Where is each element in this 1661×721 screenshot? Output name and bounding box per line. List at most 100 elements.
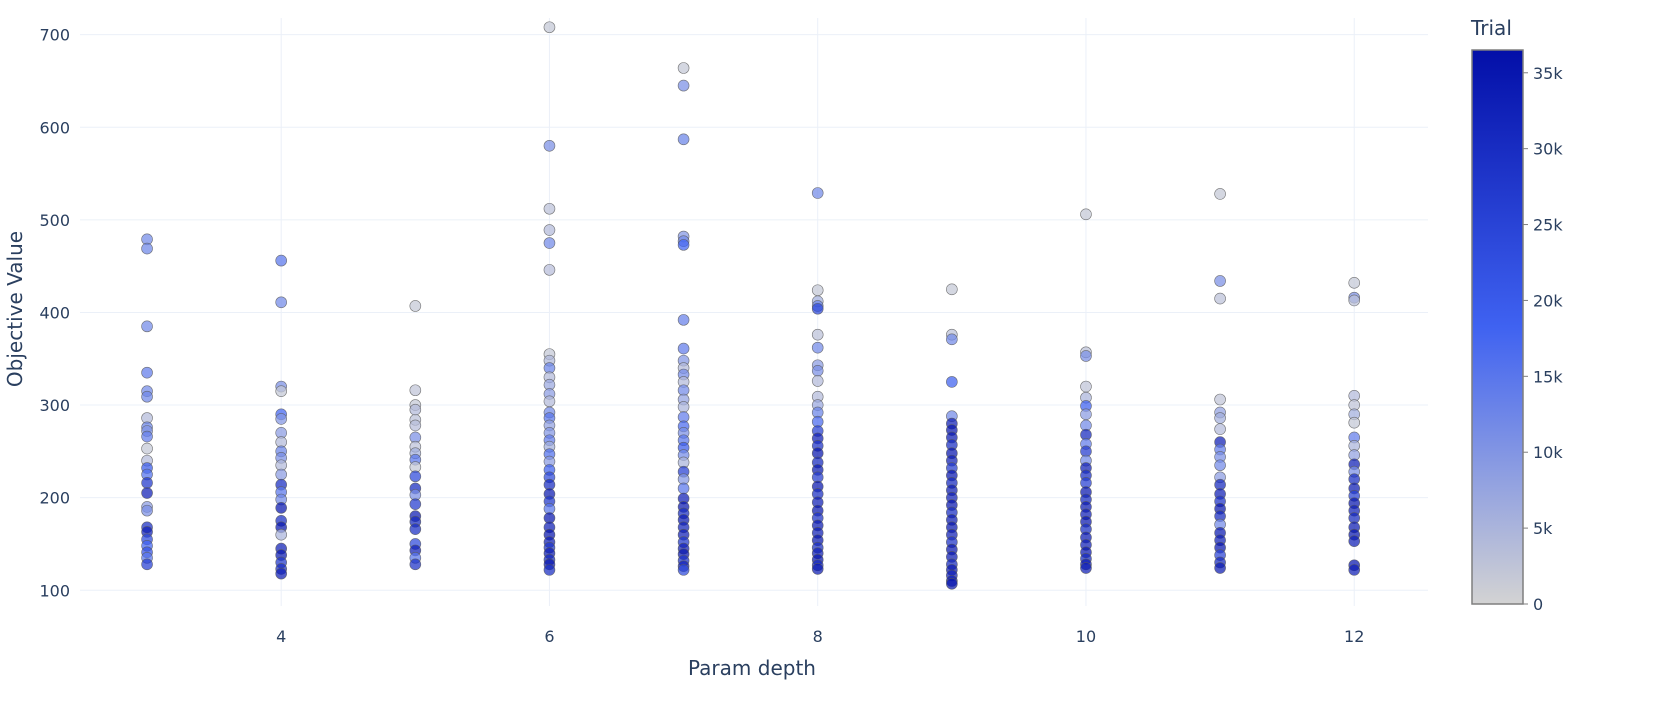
data-point	[275, 296, 287, 309]
x-axis-ticks: 4 6 8 10 12	[276, 627, 1364, 646]
data-point	[409, 470, 422, 483]
data-point	[141, 442, 153, 455]
data-point	[543, 202, 556, 215]
data-point	[409, 558, 422, 571]
data-point	[1214, 292, 1226, 305]
data-point	[543, 139, 556, 152]
data-point	[1080, 380, 1092, 393]
data-point	[275, 385, 287, 397]
colorbar-tick-label: 5k	[1533, 519, 1553, 538]
colorbar-title: Trial	[1470, 16, 1512, 40]
y-axis-ticks: 100 200 300 400 500 600 700	[39, 26, 70, 601]
data-point	[677, 401, 690, 413]
colorbar-tick-label: 35k	[1533, 64, 1563, 83]
y-tick-label: 200	[39, 489, 70, 508]
data-point	[1214, 562, 1226, 574]
data-point	[1214, 188, 1226, 200]
data-point	[141, 430, 153, 443]
data-point	[275, 413, 287, 425]
data-point	[141, 487, 153, 499]
data-point	[946, 376, 958, 388]
data-point	[141, 242, 153, 255]
data-point	[677, 62, 690, 74]
x-tick-label: 8	[813, 627, 823, 646]
x-tick-label: 6	[544, 627, 554, 646]
data-point	[811, 375, 824, 387]
data-point	[677, 314, 690, 326]
data-point	[543, 224, 556, 236]
data-point	[811, 187, 824, 199]
x-tick-label: 10	[1076, 627, 1096, 646]
colorbar: Trial 0 5k 10k 15k 20k 25k 30k 35k	[1470, 16, 1563, 614]
data-point	[811, 364, 824, 377]
data-point	[275, 567, 287, 580]
data-point	[1348, 277, 1361, 289]
data-point	[543, 237, 556, 249]
x-axis-title: Param depth	[688, 656, 816, 680]
data-point	[1214, 423, 1226, 435]
data-point	[1080, 208, 1092, 221]
data-point	[811, 341, 824, 354]
data-point	[1080, 350, 1092, 362]
y-tick-label: 400	[39, 303, 70, 322]
data-point	[141, 320, 153, 333]
data-point	[275, 468, 287, 481]
x-tick-label: 12	[1344, 627, 1364, 646]
data-point	[1348, 294, 1361, 307]
colorbar-tick-label: 30k	[1533, 140, 1563, 159]
colorbar-tick-label: 20k	[1533, 291, 1563, 310]
data-point	[409, 498, 422, 510]
data-point	[677, 239, 690, 251]
y-tick-label: 700	[39, 26, 70, 45]
colorbar-tick-label: 10k	[1533, 443, 1563, 462]
data-point	[409, 523, 422, 535]
data-point	[543, 21, 556, 34]
data-point	[1348, 416, 1361, 429]
data-point	[141, 477, 153, 489]
data-point	[677, 342, 690, 355]
data-point	[1214, 275, 1226, 287]
data-point	[811, 328, 824, 341]
colorbar-ticks: 0 5k 10k 15k 20k 25k 30k 35k	[1523, 64, 1563, 614]
data-point	[275, 502, 287, 514]
y-tick-label: 600	[39, 118, 70, 137]
data-point	[1080, 562, 1092, 574]
data-point	[409, 300, 422, 312]
data-point	[543, 395, 556, 408]
data-point	[677, 482, 690, 495]
colorbar-tick-label: 0	[1533, 595, 1543, 614]
data-point	[677, 79, 690, 92]
x-tick-label: 4	[276, 627, 286, 646]
data-point	[677, 564, 690, 576]
y-tick-label: 300	[39, 396, 70, 415]
data-point	[1214, 459, 1226, 472]
data-point	[141, 558, 153, 571]
data-point	[1214, 393, 1226, 406]
data-point	[543, 564, 556, 576]
data-point	[275, 528, 287, 541]
data-point	[543, 264, 556, 276]
data-points	[141, 21, 1361, 590]
data-point	[1080, 408, 1092, 421]
data-point	[946, 283, 958, 296]
data-point	[946, 577, 958, 590]
data-point	[409, 403, 422, 416]
data-point	[1214, 412, 1226, 424]
data-point	[811, 563, 824, 575]
colorbar-gradient	[1471, 49, 1524, 605]
data-point	[1348, 535, 1361, 547]
colorbar-tick-label: 15k	[1533, 367, 1563, 386]
y-tick-label: 100	[39, 581, 70, 600]
data-point	[141, 390, 153, 403]
data-point	[409, 384, 422, 397]
data-point	[141, 504, 153, 517]
data-point	[409, 419, 422, 432]
y-axis-title: Objective Value	[3, 231, 27, 387]
grid	[80, 18, 1428, 606]
data-point	[811, 284, 824, 297]
y-tick-label: 500	[39, 211, 70, 230]
data-point	[946, 333, 958, 346]
data-point	[677, 133, 690, 146]
